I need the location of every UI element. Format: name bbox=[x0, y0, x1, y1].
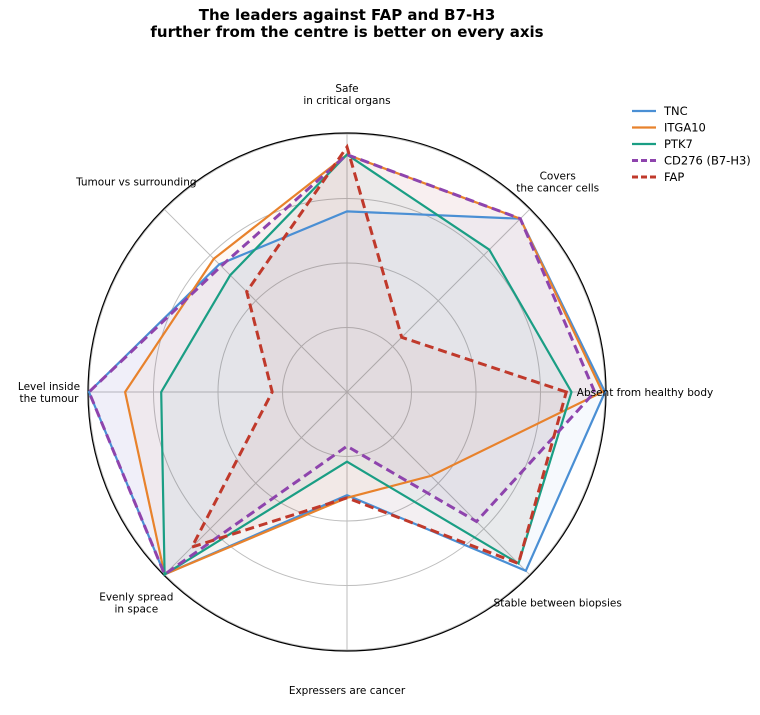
axis-label-line: Absent from healthy body bbox=[577, 387, 713, 399]
chart-title-line-1: The leaders against FAP and B7-H3 bbox=[199, 6, 496, 24]
series-fills bbox=[89, 146, 605, 575]
grid-spoke bbox=[164, 391, 348, 575]
series-fill-tnc bbox=[89, 211, 605, 575]
legend-label: FAP bbox=[664, 170, 684, 184]
axis-label: Absent from healthy body bbox=[577, 387, 713, 399]
series-line-tnc bbox=[87, 210, 607, 576]
axis-label: Stable between biopsies bbox=[494, 598, 622, 610]
axis-label-line: in critical organs bbox=[303, 95, 390, 107]
chart-title-line-2: further from the centre is better on eve… bbox=[150, 23, 543, 41]
grid-spoke bbox=[346, 209, 530, 393]
series-line-itga10 bbox=[123, 153, 604, 576]
axis-label: Covers the cancer cells bbox=[516, 170, 599, 194]
grid-spoke bbox=[346, 391, 530, 575]
axis-label-line: Evenly spread bbox=[99, 592, 173, 604]
axis-label: Safe in critical organs bbox=[303, 83, 390, 107]
series-line-ptk7 bbox=[160, 153, 573, 577]
axis-label-line: Level inside bbox=[18, 381, 80, 393]
axis-labels: Absent from healthy body Covers the cancer… bbox=[18, 83, 713, 697]
axis-label-line: the tumour bbox=[20, 393, 80, 405]
legend-label: PTK7 bbox=[664, 137, 693, 151]
series-line-fap bbox=[188, 143, 569, 566]
axis-label-line: Stable between biopsies bbox=[494, 598, 622, 610]
axis-label-line: Covers bbox=[540, 170, 576, 182]
grid-spoke bbox=[164, 209, 348, 393]
axis-label-line: in space bbox=[114, 604, 158, 616]
legend: TNC ITGA10 PTK7 CD276 (B7-H3) FAP bbox=[632, 104, 751, 184]
axis-label-line: Expressers are cancer bbox=[289, 685, 406, 697]
axis-label: Tumour vs surrounding bbox=[75, 176, 196, 188]
legend-label: TNC bbox=[663, 104, 688, 118]
series-lines bbox=[87, 143, 607, 577]
axis-label: Evenly spread in space bbox=[99, 592, 173, 616]
series-fill-fap bbox=[191, 146, 567, 564]
axis-label-line: Tumour vs surrounding bbox=[75, 176, 196, 188]
axis-label-line: Safe bbox=[335, 83, 358, 95]
axis-label-line: the cancer cells bbox=[516, 182, 599, 194]
series-fill-cd276-b7-h3 bbox=[89, 154, 595, 575]
series-fill-ptk7 bbox=[161, 154, 572, 575]
legend-label: CD276 (B7-H3) bbox=[664, 154, 751, 168]
legend-label: ITGA10 bbox=[664, 121, 706, 135]
axis-label: Level inside the tumour bbox=[18, 381, 80, 405]
axis-label: Expressers are cancer bbox=[289, 685, 406, 697]
